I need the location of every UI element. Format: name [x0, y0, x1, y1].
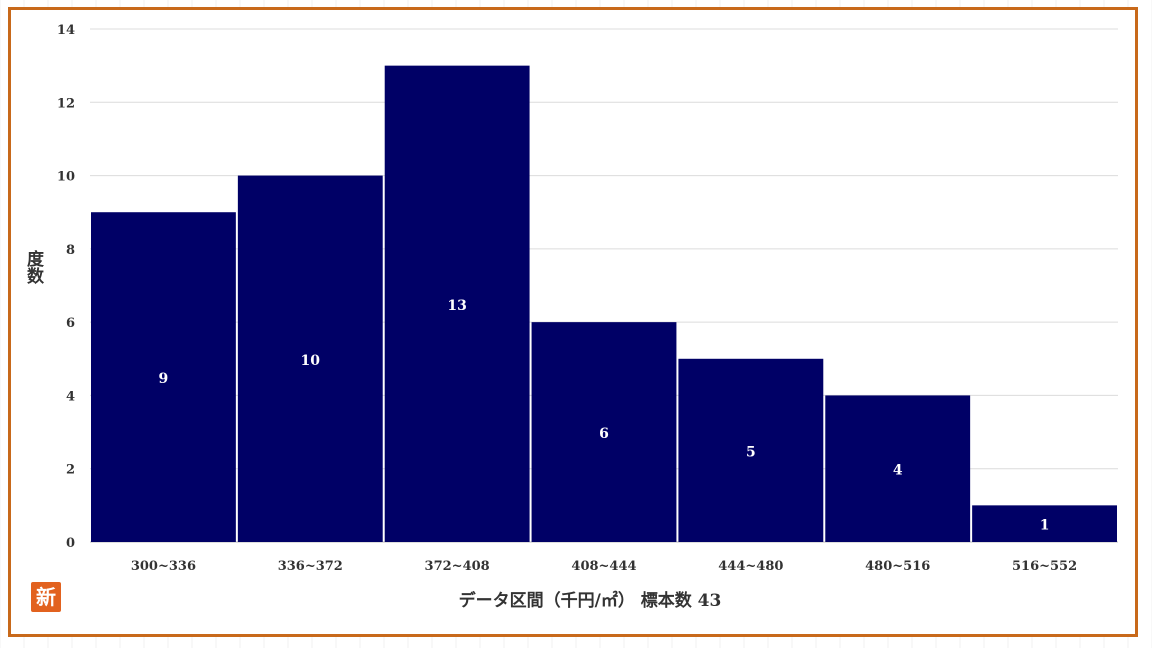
- bar: [384, 65, 530, 543]
- data-label: 10: [301, 353, 321, 369]
- x-tick-label: 372~408: [425, 559, 490, 574]
- y-tick-label: 6: [66, 316, 75, 331]
- x-tick-label: 480~516: [865, 559, 930, 574]
- bar: [91, 212, 236, 542]
- logo-badge: 新: [31, 582, 61, 612]
- data-label: 1: [1040, 518, 1050, 534]
- x-tick-label: 444~480: [718, 559, 783, 574]
- y-tick-label: 14: [57, 23, 75, 38]
- data-label: 6: [599, 426, 609, 442]
- bar: [531, 322, 677, 542]
- bar: [972, 505, 1117, 542]
- y-axis-label: 度数: [23, 250, 43, 284]
- y-tick-label: 12: [57, 96, 75, 111]
- bar: [237, 175, 383, 543]
- x-tick-label: 336~372: [278, 559, 343, 574]
- x-tick-label: 408~444: [571, 559, 636, 574]
- data-label: 9: [159, 371, 169, 387]
- y-tick-label: 0: [66, 536, 75, 551]
- x-tick-label: 300~336: [131, 559, 196, 574]
- y-tick-label: 2: [66, 463, 75, 478]
- y-tick-label: 4: [66, 389, 75, 404]
- x-axis-label: データ区間（千円/㎡） 標本数 43: [458, 591, 722, 611]
- bar: [825, 395, 971, 542]
- y-tick-label: 8: [66, 243, 75, 258]
- x-tick-label: 516~552: [1012, 559, 1077, 574]
- data-label: 5: [746, 444, 756, 460]
- bar: [678, 358, 824, 542]
- y-tick-label: 10: [57, 170, 75, 185]
- data-label: 4: [893, 463, 903, 479]
- data-label: 13: [447, 298, 466, 314]
